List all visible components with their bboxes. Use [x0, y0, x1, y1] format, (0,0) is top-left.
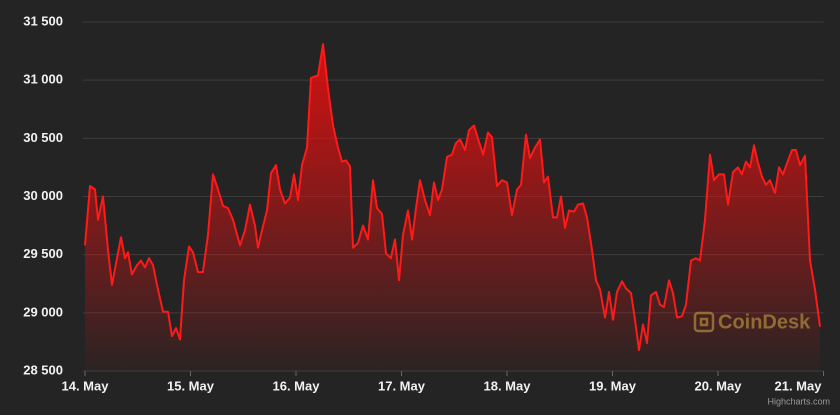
area: [85, 44, 820, 371]
y-tick-label: 28 500: [23, 362, 63, 377]
credits: Highcharts.com: [767, 396, 830, 406]
watermark-logo: [693, 311, 715, 333]
x-tick-label: 20. May: [695, 378, 743, 393]
y-tick-label: 31 500: [23, 13, 63, 28]
x-tick-label: 18. May: [484, 378, 532, 393]
x-tick-label: 19. May: [589, 378, 637, 393]
x-tick-label: 15. May: [167, 378, 215, 393]
x-tick-label: 16. May: [273, 378, 321, 393]
y-tick-label: 30 000: [23, 188, 63, 203]
x-tick-label: 21. May: [775, 378, 823, 393]
y-tick-label: 29 500: [23, 246, 63, 261]
watermark: CoinDesk: [718, 311, 811, 333]
line: [84, 43, 821, 352]
x-tick-label: 17. May: [378, 378, 426, 393]
y-tick-label: 30 500: [23, 130, 63, 145]
y-tick-label: 31 000: [23, 72, 63, 87]
x-tick-label: 14. May: [62, 378, 110, 393]
y-tick-label: 29 000: [23, 304, 63, 319]
